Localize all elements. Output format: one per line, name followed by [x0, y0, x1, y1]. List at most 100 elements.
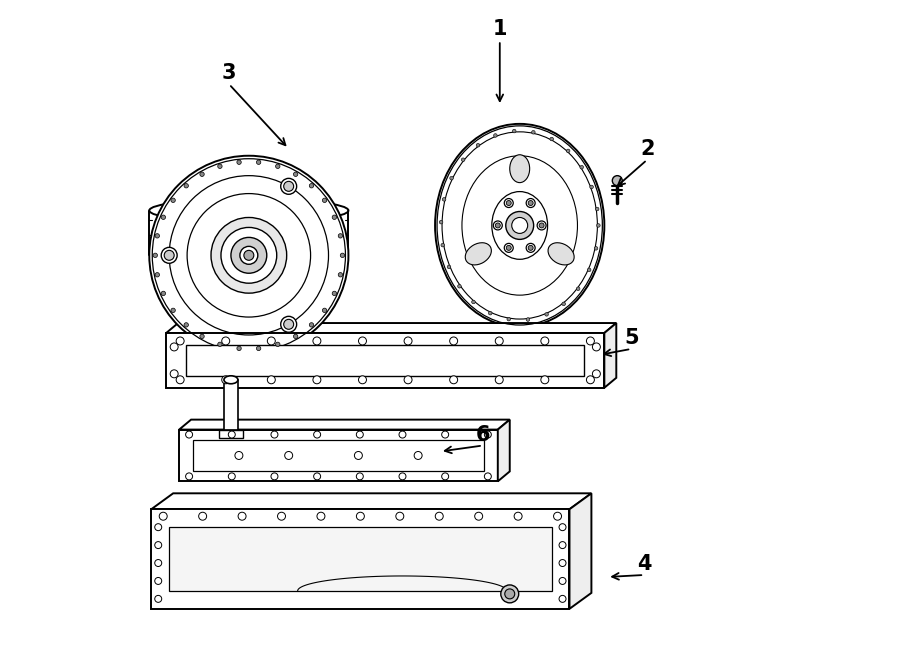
Circle shape: [441, 243, 445, 247]
Circle shape: [559, 559, 566, 566]
Circle shape: [238, 512, 246, 520]
Circle shape: [528, 200, 533, 206]
Polygon shape: [166, 323, 616, 333]
Circle shape: [338, 234, 343, 238]
Circle shape: [559, 524, 566, 531]
Circle shape: [559, 596, 566, 602]
Circle shape: [439, 220, 443, 224]
Circle shape: [462, 158, 465, 161]
Circle shape: [450, 176, 454, 180]
Circle shape: [507, 245, 511, 251]
Circle shape: [267, 337, 275, 345]
Circle shape: [184, 184, 188, 188]
Circle shape: [211, 217, 287, 293]
Circle shape: [495, 337, 503, 345]
Circle shape: [458, 284, 461, 288]
Circle shape: [170, 370, 178, 378]
Circle shape: [514, 512, 522, 520]
Text: 2: 2: [640, 139, 654, 159]
Circle shape: [541, 376, 549, 384]
Circle shape: [526, 198, 536, 208]
Circle shape: [170, 343, 178, 351]
Circle shape: [559, 578, 566, 584]
Circle shape: [277, 512, 285, 520]
Circle shape: [229, 473, 235, 480]
Circle shape: [356, 473, 364, 480]
Circle shape: [155, 541, 162, 549]
Circle shape: [436, 512, 443, 520]
Ellipse shape: [465, 243, 491, 265]
Text: 1: 1: [492, 19, 507, 39]
Circle shape: [271, 431, 278, 438]
Circle shape: [592, 370, 600, 378]
Circle shape: [149, 156, 348, 355]
Circle shape: [504, 198, 513, 208]
Ellipse shape: [435, 124, 604, 327]
Circle shape: [484, 473, 491, 480]
Circle shape: [155, 596, 162, 602]
Circle shape: [442, 431, 448, 438]
Circle shape: [489, 311, 492, 315]
Circle shape: [550, 137, 554, 141]
Text: 4: 4: [637, 554, 652, 574]
Circle shape: [526, 318, 530, 321]
Circle shape: [237, 160, 241, 165]
Circle shape: [313, 473, 320, 480]
Circle shape: [500, 585, 518, 603]
Circle shape: [338, 272, 343, 277]
Circle shape: [450, 376, 457, 384]
Polygon shape: [179, 430, 498, 481]
Polygon shape: [151, 509, 570, 609]
Circle shape: [580, 165, 583, 169]
Circle shape: [159, 512, 167, 520]
Circle shape: [576, 287, 580, 291]
Circle shape: [587, 376, 594, 384]
Circle shape: [476, 143, 480, 147]
Polygon shape: [166, 333, 604, 388]
Ellipse shape: [149, 198, 348, 223]
Polygon shape: [151, 493, 591, 509]
Circle shape: [442, 198, 446, 201]
Circle shape: [612, 176, 622, 186]
Circle shape: [507, 317, 510, 321]
Circle shape: [164, 251, 175, 260]
Circle shape: [293, 334, 298, 338]
Circle shape: [526, 243, 536, 253]
Circle shape: [537, 221, 546, 230]
Circle shape: [267, 376, 275, 384]
Circle shape: [317, 512, 325, 520]
Circle shape: [404, 337, 412, 345]
Circle shape: [562, 302, 565, 305]
Circle shape: [587, 337, 594, 345]
Circle shape: [199, 512, 207, 520]
Circle shape: [597, 223, 600, 227]
Circle shape: [240, 247, 257, 264]
Circle shape: [161, 215, 166, 219]
Circle shape: [271, 473, 278, 480]
Circle shape: [442, 473, 448, 480]
Circle shape: [176, 376, 184, 384]
Circle shape: [340, 253, 345, 258]
Polygon shape: [570, 493, 591, 609]
Circle shape: [244, 251, 254, 260]
Circle shape: [171, 198, 176, 202]
Circle shape: [313, 431, 320, 438]
Polygon shape: [604, 323, 617, 388]
Circle shape: [332, 215, 337, 219]
Circle shape: [176, 337, 184, 345]
Circle shape: [559, 541, 566, 549]
Circle shape: [218, 164, 222, 169]
Circle shape: [229, 431, 235, 438]
Polygon shape: [224, 380, 238, 430]
Text: 3: 3: [221, 63, 236, 83]
Circle shape: [155, 272, 159, 277]
Circle shape: [231, 237, 266, 273]
Circle shape: [155, 578, 162, 584]
Circle shape: [505, 589, 515, 599]
Circle shape: [237, 346, 241, 350]
Circle shape: [504, 243, 513, 253]
Circle shape: [507, 200, 511, 206]
Circle shape: [396, 512, 404, 520]
Circle shape: [200, 334, 204, 338]
Circle shape: [594, 247, 598, 250]
